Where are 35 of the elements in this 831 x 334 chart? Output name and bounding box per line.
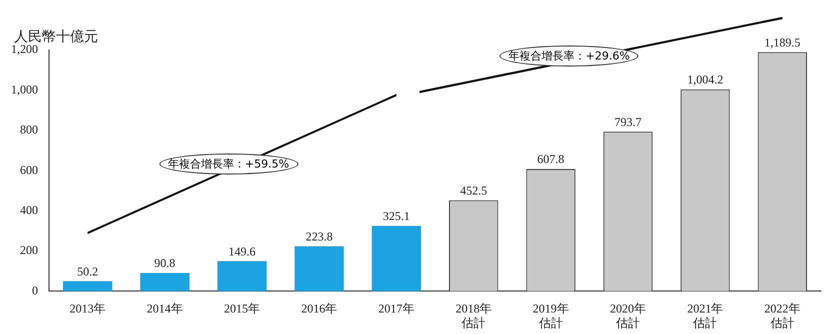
- x-tick-label: 2022年估計: [764, 302, 800, 330]
- y-tick-label: 200: [20, 243, 38, 258]
- bar: [217, 261, 267, 292]
- data-label: 1,004.2: [687, 72, 724, 87]
- x-tick-label: 2019年估計: [532, 302, 569, 330]
- data-label: 50.2: [77, 264, 98, 278]
- bar: [140, 272, 190, 292]
- y-axis-title: 人民幣十億元: [14, 28, 98, 45]
- data-label: 607.8: [537, 152, 564, 166]
- y-tick-label: 0: [32, 283, 38, 298]
- x-tick-label: 2015年: [224, 302, 260, 316]
- annotation: 年複合增長率：+29.6%: [500, 46, 639, 67]
- bar: [294, 246, 344, 292]
- x-tick-label: 2014年: [146, 302, 183, 316]
- annotation: 年複合增長率：+59.5%: [158, 153, 298, 174]
- x-tick-label: 2013年: [70, 302, 106, 316]
- y-tick-label: 1,200: [11, 42, 38, 56]
- y-tick-label: 1,000: [11, 82, 38, 96]
- y-tick-label: 600: [20, 162, 38, 177]
- x-tick-label: 2018年估計: [456, 302, 492, 330]
- data-label: 793.7: [614, 114, 642, 129]
- data-label: 90.8: [154, 256, 176, 270]
- x-tick-label: 2020年估計: [610, 302, 646, 330]
- x-tick-label: 2017年: [378, 302, 414, 316]
- x-tick-label: 2021年估計: [687, 302, 724, 330]
- bar: [372, 226, 422, 292]
- data-label: 1,189.5: [764, 35, 800, 50]
- y-tick-label: 800: [20, 122, 38, 137]
- data-label: 452.5: [460, 183, 488, 198]
- data-label: 149.6: [228, 244, 256, 258]
- bar: [62, 281, 112, 292]
- data-label: 325.1: [382, 209, 410, 224]
- data-label: 223.8: [306, 229, 333, 244]
- x-tick-label: 2016年: [301, 302, 338, 316]
- y-tick-label: 400: [20, 202, 38, 217]
